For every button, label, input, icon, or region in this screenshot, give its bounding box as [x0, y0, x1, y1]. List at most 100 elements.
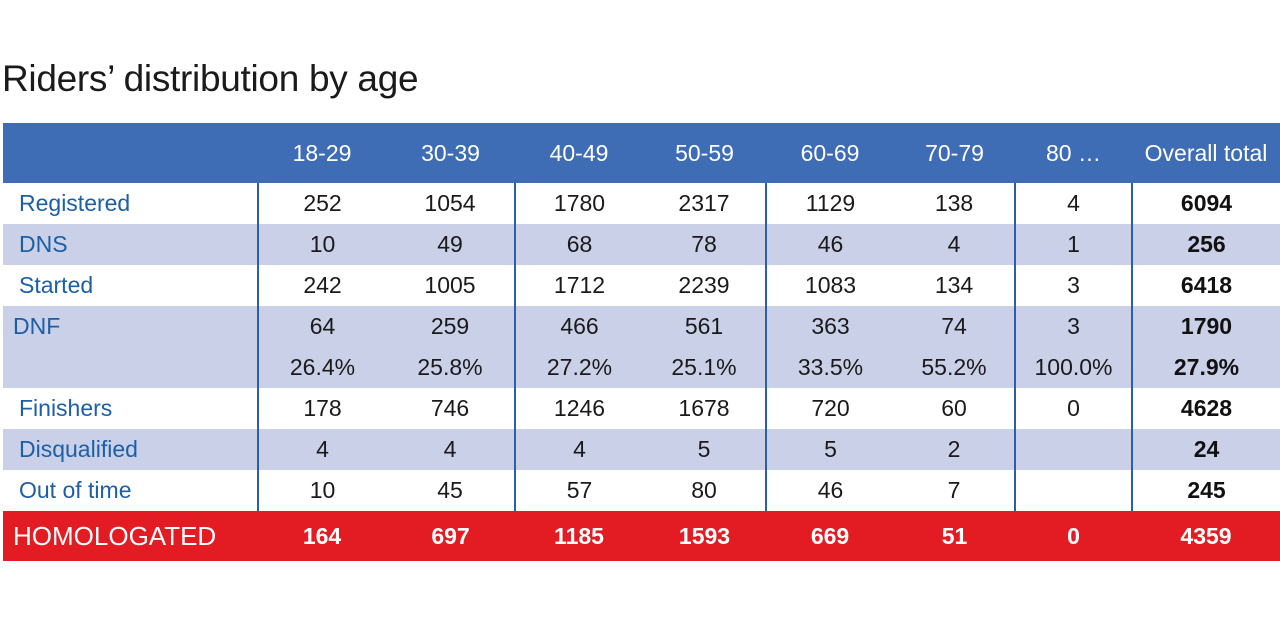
table-row-out-of-time: Out of time 10 45 57 80 46 7 245: [3, 470, 1280, 511]
table-cell: 746: [430, 395, 470, 421]
table-cell: 1054: [424, 190, 476, 216]
table-cell: 25.1%: [671, 354, 737, 380]
header-overall-total: Overall total: [1144, 139, 1268, 166]
homologated-cell: 669: [810, 522, 850, 549]
row-label: Disqualified: [19, 436, 138, 462]
table-cell: 134: [934, 272, 974, 298]
homologated-cell: 697: [431, 522, 470, 549]
table-cell: 2: [947, 436, 961, 462]
table-cell: 3: [1014, 306, 1132, 347]
header-age-40-49: 40-49: [549, 139, 609, 166]
table-cell: 720: [765, 388, 894, 429]
table-cell: 4: [514, 429, 643, 470]
table-cell: 25.8%: [417, 354, 483, 380]
homologated-cell: 1185: [554, 522, 604, 549]
table-row-finishers: Finishers 178 746 1246 1678 720 60 0 462…: [3, 388, 1280, 429]
table-cell: 1005: [424, 272, 476, 298]
table-cell: 10: [257, 224, 386, 265]
table-cell: 27.2%: [514, 347, 643, 388]
table-cell: 26.4%: [257, 347, 386, 388]
page-title: Riders’ distribution by age: [2, 58, 419, 99]
table-cell: 363: [765, 306, 894, 347]
table-cell: 3: [1014, 265, 1132, 306]
table-cell: 49: [437, 231, 463, 257]
table-cell: 259: [430, 313, 470, 339]
total-cell: 27.9%: [1131, 347, 1280, 388]
header-age-80-plus: 80 …: [1046, 139, 1101, 166]
table-cell: 55.2%: [921, 354, 987, 380]
row-label: DNS: [19, 231, 68, 257]
table-row-dnf: DNF 64 259 466 561 363 74 3 1790: [3, 306, 1280, 347]
total-cell: 6418: [1131, 265, 1280, 306]
row-label: DNF: [13, 313, 61, 339]
table-header-row: 18-29 30-39 40-49 50-59 60-69 70-79 80 ……: [3, 123, 1280, 183]
homologated-cell: 1593: [678, 522, 731, 549]
table-cell: 4: [1014, 183, 1132, 224]
total-cell: 6094: [1131, 183, 1280, 224]
header-age-70-79: 70-79: [925, 139, 984, 166]
table-cell: 68: [514, 224, 643, 265]
table-cell: 252: [257, 183, 386, 224]
total-cell: 4628: [1131, 388, 1280, 429]
table-cell: 2317: [678, 190, 730, 216]
age-distribution-table: 18-29 30-39 40-49 50-59 60-69 70-79 80 ……: [3, 123, 1280, 561]
total-cell: 245: [1131, 470, 1280, 511]
row-label: Out of time: [19, 477, 132, 503]
total-cell: 1790: [1131, 306, 1280, 347]
table-row-homologated: HOMOLOGATED 164 697 1185 1593 669 51 0 4…: [3, 511, 1280, 561]
table-cell: 4: [443, 436, 457, 462]
table-cell: 78: [691, 231, 717, 257]
row-label: Started: [19, 272, 94, 298]
table-cell: 178: [257, 388, 386, 429]
table-cell: 1678: [678, 395, 730, 421]
table-cell: 1712: [514, 265, 643, 306]
table-cell: 10: [257, 470, 386, 511]
table-cell: 0: [1014, 388, 1132, 429]
table-cell: 466: [514, 306, 643, 347]
table-cell: 64: [257, 306, 386, 347]
table-cell: 45: [437, 477, 463, 503]
table-cell: 57: [514, 470, 643, 511]
row-label: Registered: [19, 190, 131, 216]
table-cell: 46: [765, 470, 894, 511]
table-cell: 1246: [514, 388, 643, 429]
table-cell: 1129: [765, 183, 894, 224]
table-cell: 5: [697, 436, 711, 462]
table-cell: 74: [941, 313, 967, 339]
table-cell: 33.5%: [765, 347, 894, 388]
row-label: [3, 347, 258, 388]
table-cell: 46: [765, 224, 894, 265]
row-label: Finishers: [19, 395, 113, 421]
table-row-registered: Registered 252 1054 1780 2317 1129 138 4…: [3, 183, 1280, 224]
table-cell: 100.0%: [1014, 347, 1132, 388]
header-age-30-39: 30-39: [421, 139, 480, 166]
header-age-50-59: 50-59: [675, 139, 734, 166]
table-cell: [1014, 470, 1132, 511]
table-cell: 1780: [514, 183, 643, 224]
table-row-dns: DNS 10 49 68 78 46 4 1 256: [3, 224, 1280, 265]
header-age-18-29: 18-29: [292, 139, 352, 166]
total-cell: 24: [1131, 429, 1280, 470]
table-cell: 1: [1014, 224, 1132, 265]
table-cell: 80: [691, 477, 717, 503]
table-row-disqualified: Disqualified 4 4 4 5 5 2 24: [3, 429, 1280, 470]
homologated-label: HOMOLOGATED: [13, 520, 217, 551]
table-cell: 242: [257, 265, 386, 306]
table-cell: 561: [684, 313, 724, 339]
table-cell: 4: [257, 429, 386, 470]
homologated-total-cell: 4359: [1180, 522, 1232, 549]
homologated-cell: 51: [941, 522, 968, 549]
table-cell: 60: [941, 395, 967, 421]
table-cell: 2239: [678, 272, 730, 298]
homologated-cell: 0: [1067, 522, 1080, 549]
table-cell: 7: [947, 477, 961, 503]
header-label-cell: [3, 123, 258, 183]
table-cell: [1014, 429, 1132, 470]
table-cell: 1083: [765, 265, 894, 306]
homologated-cell: 164: [302, 522, 342, 549]
table-cell: 138: [934, 190, 974, 216]
header-age-60-69: 60-69: [800, 139, 860, 166]
table-cell: 4: [947, 231, 961, 257]
table-cell: 5: [765, 429, 894, 470]
table-row-dnf-percent: 26.4% 25.8% 27.2% 25.1% 33.5% 55.2% 100.…: [3, 347, 1280, 388]
